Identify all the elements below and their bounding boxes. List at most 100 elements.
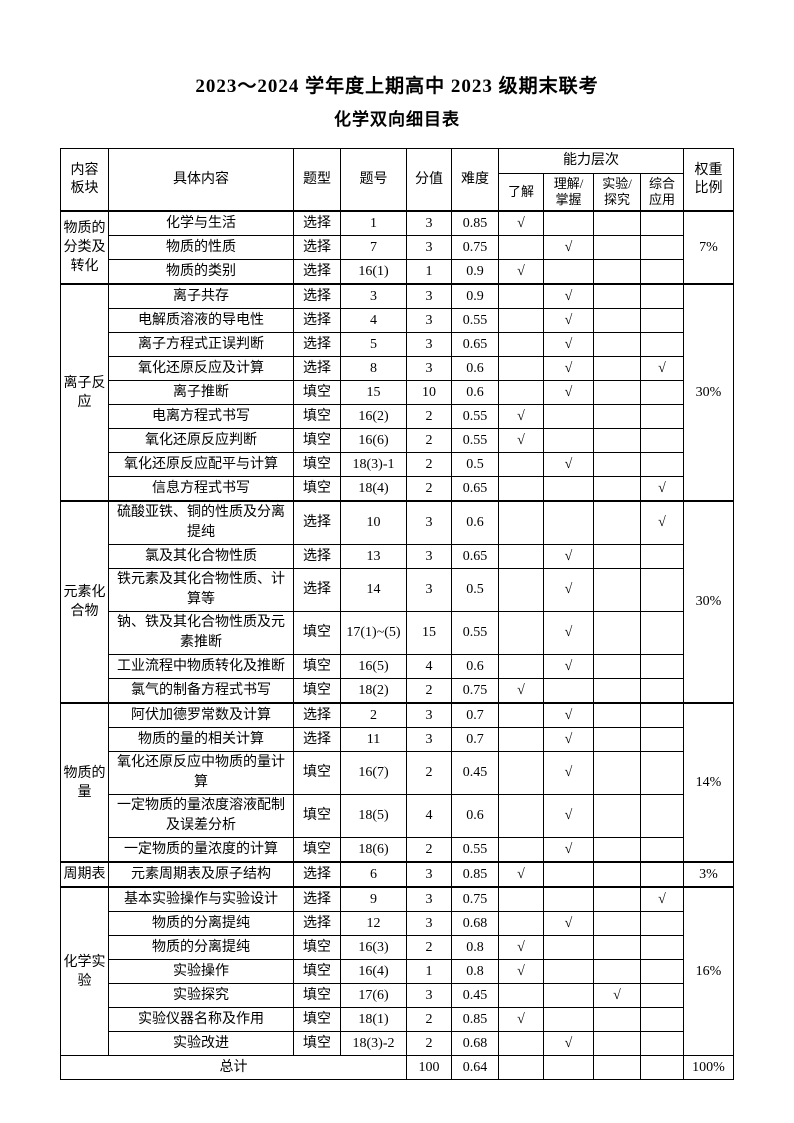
ability-check-cell [543, 886, 594, 912]
ability-check-cell [640, 380, 684, 405]
difficulty-cell: 0.6 [451, 654, 499, 679]
total-weight-cell: 100% [683, 1055, 734, 1080]
ability-check-cell [640, 1007, 684, 1032]
question-number-cell: 3 [340, 283, 407, 309]
ability-check-cell [498, 702, 544, 728]
difficulty-cell: 0.68 [451, 911, 499, 936]
ability-check-cell [593, 861, 641, 888]
total-label-cell: 总计 [60, 1055, 407, 1080]
question-number-cell: 18(5) [340, 794, 407, 838]
weight-cell: 3% [683, 861, 734, 888]
difficulty-cell: 0.75 [451, 235, 499, 260]
question-number-cell: 18(4) [340, 476, 407, 502]
ability-check-cell: √ [543, 702, 594, 728]
table-row: 物质的类别 选择 16(1) 1 0.9 √ [61, 259, 734, 285]
ability-check-cell [593, 1007, 641, 1032]
score-cell: 2 [406, 1031, 452, 1056]
score-cell: 3 [406, 911, 452, 936]
ability-check-cell [498, 886, 544, 912]
table-row: 实验探究 填空 17(6) 3 0.45 √ [61, 983, 734, 1008]
topic-cell: 化学与生活 [108, 210, 294, 236]
difficulty-cell: 0.85 [451, 210, 499, 236]
topic-cell: 物质的分离提纯 [108, 935, 294, 960]
ability-check-cell [640, 428, 684, 453]
question-type-cell: 填空 [293, 654, 341, 679]
score-cell: 2 [406, 476, 452, 502]
question-type-cell: 填空 [293, 1007, 341, 1032]
score-cell: 4 [406, 654, 452, 679]
header-ability-know: 了解 [498, 173, 544, 212]
ability-check-cell [593, 886, 641, 912]
question-type-cell: 填空 [293, 1031, 341, 1056]
question-number-cell: 18(3)-2 [340, 1031, 407, 1056]
question-type-cell: 选择 [293, 210, 341, 236]
table-row: 物质的分离提纯 选择 12 3 0.68 √ [61, 911, 734, 936]
ability-check-cell [498, 654, 544, 679]
weight-cell: 7% [683, 210, 734, 285]
score-cell: 2 [406, 404, 452, 429]
score-cell: 1 [406, 959, 452, 984]
ability-check-cell [543, 476, 594, 502]
difficulty-cell: 0.65 [451, 544, 499, 569]
difficulty-cell: 0.7 [451, 727, 499, 752]
question-type-cell: 选择 [293, 886, 341, 912]
ability-check-cell [498, 1031, 544, 1056]
ability-check-cell [543, 210, 594, 236]
ability-check-cell [593, 283, 641, 309]
difficulty-cell: 0.45 [451, 751, 499, 795]
question-type-cell: 选择 [293, 259, 341, 285]
question-type-cell: 填空 [293, 404, 341, 429]
ability-check-cell [498, 911, 544, 936]
ability-check-cell [640, 332, 684, 357]
topic-cell: 工业流程中物质转化及推断 [108, 654, 294, 679]
question-number-cell: 18(6) [340, 837, 407, 863]
question-number-cell: 14 [340, 568, 407, 612]
section-block-cell: 周期表 [60, 861, 109, 888]
ability-check-cell [593, 678, 641, 704]
table-row: 实验改进 填空 18(3)-2 2 0.68 √ [61, 1031, 734, 1056]
ability-check-cell [593, 727, 641, 752]
topic-cell: 电解质溶液的导电性 [108, 308, 294, 333]
difficulty-cell: 0.55 [451, 428, 499, 453]
topic-cell: 物质的量的相关计算 [108, 727, 294, 752]
table-row: 实验仪器名称及作用 填空 18(1) 2 0.85 √ [61, 1007, 734, 1032]
question-number-cell: 16(7) [340, 751, 407, 795]
question-type-cell: 填空 [293, 678, 341, 704]
ability-check-cell [498, 751, 544, 795]
total-row: 总计 100 0.64 100% [60, 1055, 734, 1080]
ability-check-cell [543, 404, 594, 429]
topic-cell: 物质的类别 [108, 259, 294, 285]
weight-cell: 30% [683, 283, 734, 502]
ability-check-cell [498, 356, 544, 381]
ability-check-cell: √ [543, 235, 594, 260]
ability-check-cell [640, 861, 684, 888]
difficulty-cell: 0.6 [451, 794, 499, 838]
ability-check-cell: √ [498, 259, 544, 285]
ability-check-cell [593, 428, 641, 453]
ability-check-cell: √ [498, 210, 544, 236]
topic-cell: 硫酸亚铁、铜的性质及分离提纯 [108, 500, 294, 545]
header-ability-understand: 理解/掌握 [543, 173, 594, 212]
ability-check-cell: √ [543, 308, 594, 333]
ability-check-cell [543, 861, 594, 888]
question-number-cell: 16(3) [340, 935, 407, 960]
score-cell: 3 [406, 983, 452, 1008]
ability-check-cell: √ [640, 356, 684, 381]
ability-check-cell [593, 308, 641, 333]
table-row: 铁元素及其化合物性质、计算等 选择 14 3 0.5 √ [61, 568, 734, 612]
topic-cell: 离子推断 [108, 380, 294, 405]
ability-check-cell [498, 283, 544, 309]
section-block-cell: 物质的量 [60, 702, 109, 863]
ability-check-cell: √ [543, 544, 594, 569]
score-cell: 1 [406, 259, 452, 285]
ability-check-cell: √ [543, 911, 594, 936]
topic-cell: 一定物质的量浓度的计算 [108, 837, 294, 863]
ability-check-cell [543, 1055, 594, 1080]
ability-check-cell: √ [543, 794, 594, 838]
score-cell: 4 [406, 794, 452, 838]
ability-check-cell: √ [640, 500, 684, 545]
score-cell: 3 [406, 861, 452, 888]
difficulty-cell: 0.85 [451, 1007, 499, 1032]
question-number-cell: 16(5) [340, 654, 407, 679]
ability-check-cell [640, 727, 684, 752]
